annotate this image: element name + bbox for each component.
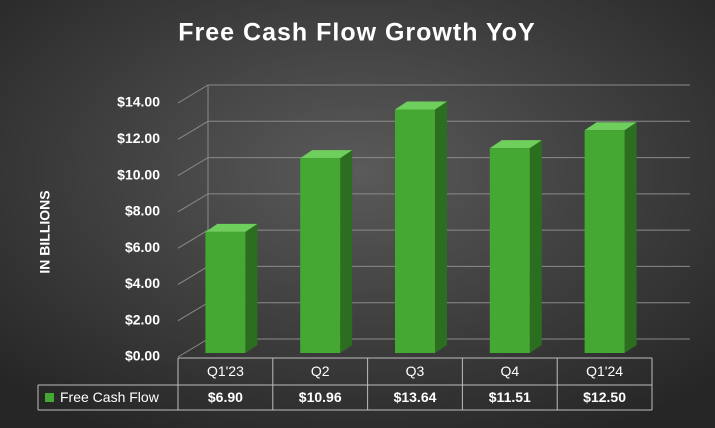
bar-side <box>624 122 637 353</box>
value-label: $10.96 <box>299 389 342 405</box>
bar-front <box>205 231 246 353</box>
bar-top <box>205 223 258 232</box>
legend-key <box>45 393 54 402</box>
bar-side <box>529 140 542 353</box>
bar <box>205 223 258 353</box>
bar-side <box>435 101 447 353</box>
legend-label: Free Cash Flow <box>60 389 160 405</box>
x-tick-label: Q4 <box>500 363 519 379</box>
y-tick-label: $0.00 <box>125 348 160 364</box>
value-label: $11.51 <box>489 389 531 405</box>
y-tick-label: $10.00 <box>117 166 160 182</box>
bar <box>300 150 353 353</box>
value-label: $13.64 <box>394 389 437 405</box>
value-label: $6.90 <box>208 389 243 405</box>
bar-front <box>395 109 435 353</box>
y-tick-label: $4.00 <box>125 275 160 291</box>
y-axis-label: IN BILLIONS <box>37 190 53 273</box>
y-tick-label: $6.00 <box>125 239 160 255</box>
bar <box>584 122 637 353</box>
x-tick-label: Q2 <box>311 363 330 379</box>
bar-top <box>395 101 447 110</box>
bar-top <box>489 140 542 149</box>
grid-line <box>177 120 690 140</box>
x-tick-label: Q1'23 <box>207 363 244 379</box>
bar-top <box>300 150 353 159</box>
bar-side <box>340 150 353 353</box>
bar-top <box>584 122 637 131</box>
bar-front <box>489 148 530 353</box>
chart-title: Free Cash Flow Growth YoY <box>178 19 535 47</box>
value-label: $12.50 <box>583 389 626 405</box>
y-tick-label: $14.00 <box>117 94 160 110</box>
bar-front <box>300 158 341 353</box>
y-tick-label: $12.00 <box>117 130 160 146</box>
y-tick-label: $2.00 <box>125 311 160 327</box>
bar <box>395 101 447 353</box>
x-tick-label: Q3 <box>406 363 425 379</box>
y-tick-label: $8.00 <box>125 203 160 219</box>
bar-front <box>584 130 625 353</box>
bar <box>489 140 542 353</box>
x-tick-label: Q1'24 <box>586 363 623 379</box>
grid-line <box>177 84 690 104</box>
bar-side <box>245 223 258 353</box>
